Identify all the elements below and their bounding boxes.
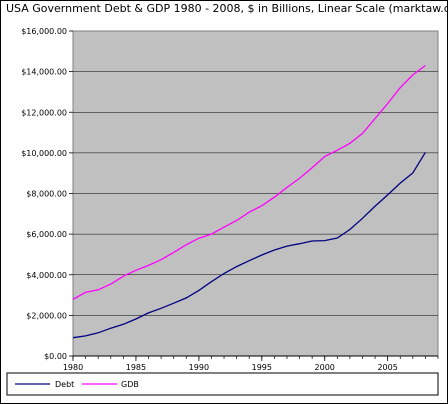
series-line-debt	[72, 151, 426, 339]
x-tick-label: 1980	[63, 363, 83, 372]
x-tick-label: 1995	[252, 363, 272, 372]
legend-box	[6, 372, 439, 396]
x-tick-label: 2000	[315, 363, 335, 372]
y-tick-label: $4,000.00	[26, 271, 67, 280]
legend-label-gdb: GDB	[121, 380, 139, 389]
y-tick-label: $16,000.00	[21, 27, 67, 36]
y-tick-label: $6,000.00	[26, 230, 67, 239]
y-tick-label: $8,000.00	[26, 190, 67, 199]
x-tick-label: 1990	[189, 363, 209, 372]
y-tick-label: $2,000.00	[26, 311, 67, 320]
y-axis: $0.00 $2,000.00 $4,000.00 $6,000.00 $8,000.0…	[21, 27, 73, 361]
y-tick-label: $12,000.00	[21, 108, 67, 117]
y-tick-label: $10,000.00	[21, 149, 67, 158]
series-lines	[72, 64, 426, 339]
y-gridlines	[73, 71, 438, 316]
y-tick-label: $0.00	[44, 352, 67, 361]
series-line-gdb	[72, 64, 426, 300]
x-axis: 1980 1985 1990 1995 2000 2005	[63, 355, 439, 372]
chart-title: USA Government Debt & GDP 1980 - 2008, $…	[6, 2, 448, 15]
y-tick-label: $14,000.00	[21, 68, 67, 77]
x-tick-label: 2005	[377, 363, 397, 372]
x-tick-label: 1985	[126, 363, 146, 372]
legend-label-debt: Debt	[55, 380, 74, 389]
legend: Debt GDB	[6, 372, 439, 396]
